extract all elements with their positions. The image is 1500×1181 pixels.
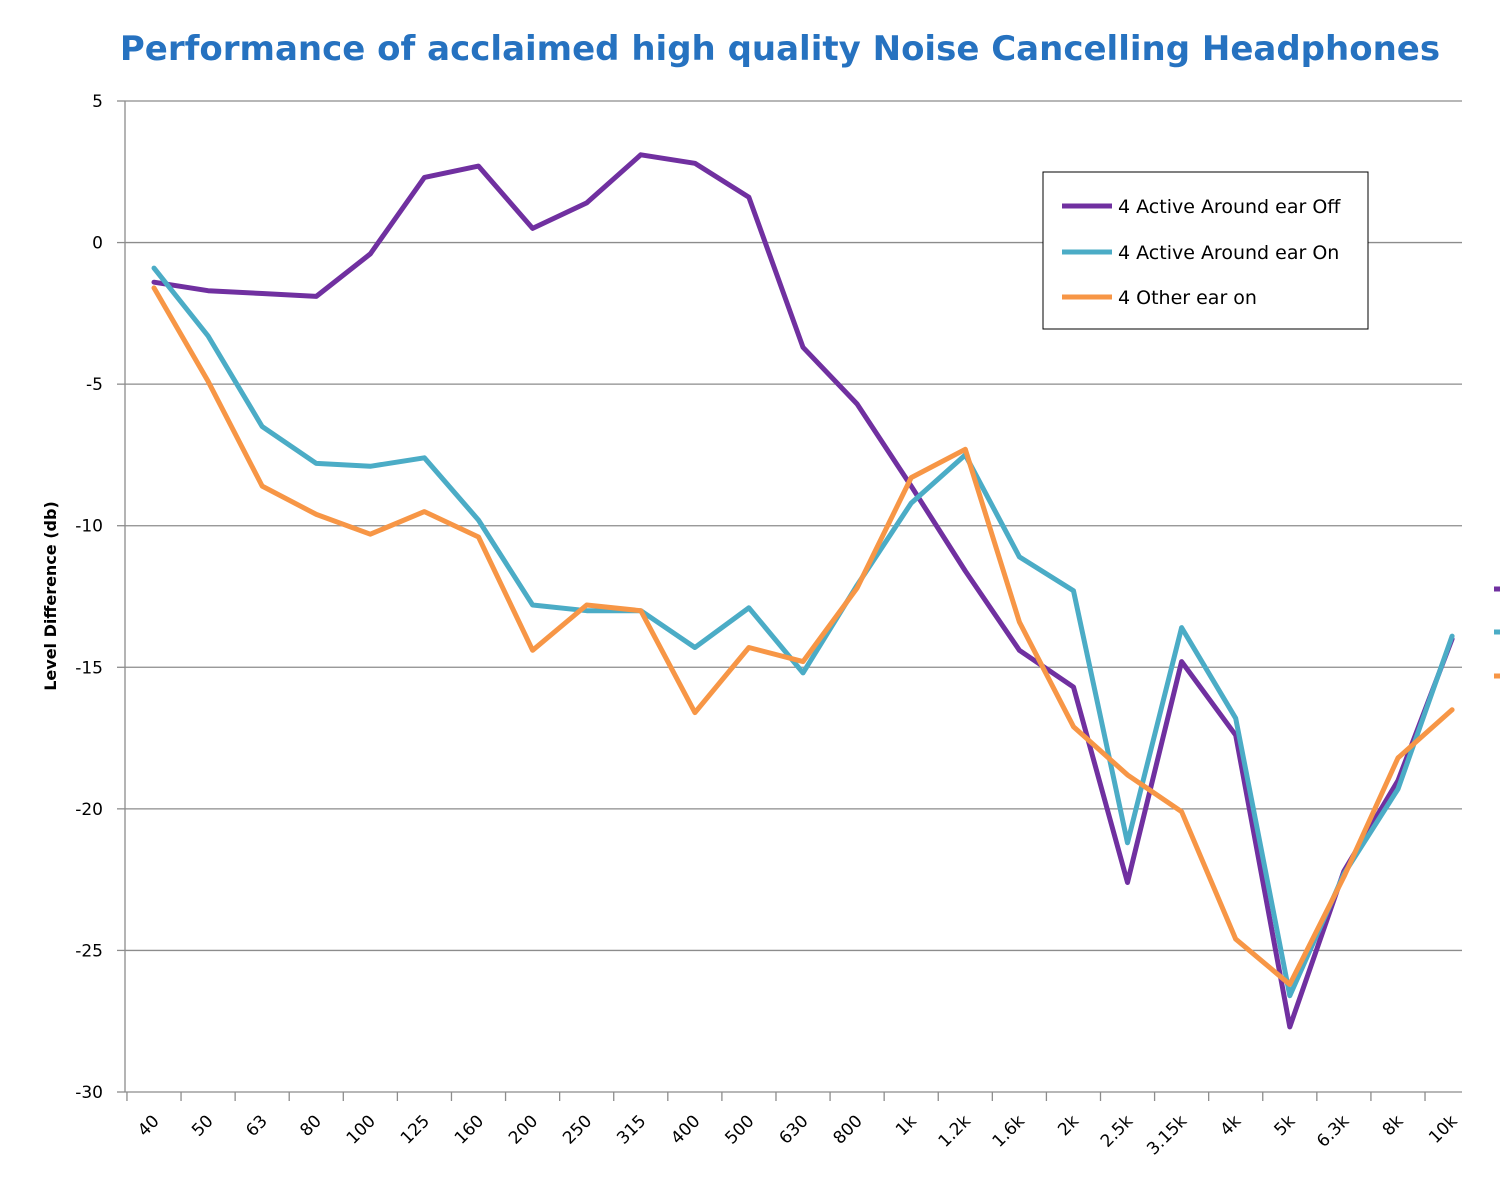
y-tick-label: 0 (92, 234, 103, 254)
y-tick-label: -25 (75, 941, 103, 961)
series-lines (151, 152, 1455, 1030)
series-line-3 (151, 285, 1455, 987)
legend: 4 Active Around ear Off 4 Active Around … (1042, 171, 1369, 330)
axes (117, 100, 1426, 1101)
y-tick-labels: 5 0 -5 -10 -15 -20 -25 -30 (75, 92, 103, 1103)
y-tick-label: -30 (75, 1083, 103, 1103)
y-axis-label: Level Difference (db) (41, 501, 60, 691)
y-tick-label: -15 (75, 658, 103, 678)
legend-label-series-1: 4 Active Around ear Off (1118, 196, 1341, 218)
legend-label-series-3: 4 Other ear on (1118, 287, 1257, 309)
series-line-2 (151, 265, 1455, 999)
y-tick-label: 5 (92, 92, 103, 112)
chart-title: Performance of acclaimed high quality No… (120, 29, 1440, 69)
edge-legend-markers (1494, 586, 1500, 679)
y-tick-label: -5 (86, 375, 103, 395)
y-tick-label: -20 (75, 800, 103, 820)
legend-label-series-2: 4 Active Around ear On (1118, 242, 1339, 264)
y-tick-label: -10 (75, 517, 103, 537)
series-line-1 (151, 152, 1455, 1030)
